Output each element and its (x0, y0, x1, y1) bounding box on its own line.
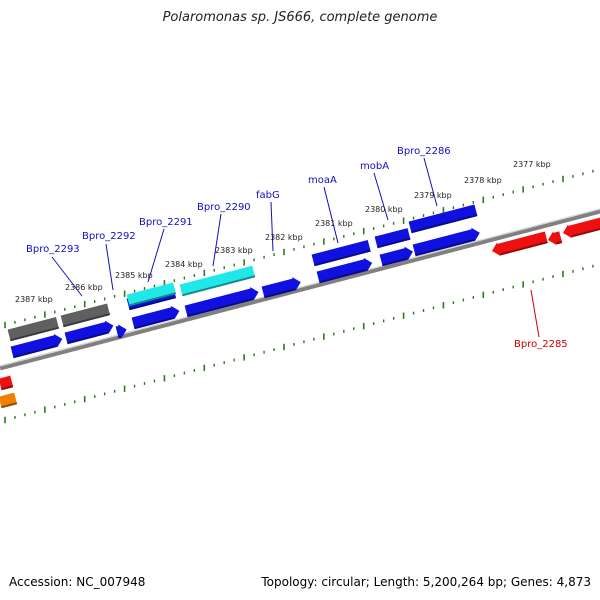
gene-feature-shade (67, 331, 109, 345)
gene-label: Bpro_2291 (139, 217, 193, 228)
gene-feature-shade (182, 275, 256, 297)
accession-text: Accession: NC_007948 (9, 575, 146, 589)
gene-feature-shade (382, 257, 408, 267)
topology-text: Topology: circular; Length: 5,200,264 bp… (261, 575, 591, 589)
gene-label: moaA (308, 175, 337, 186)
gene-feature-shade (129, 292, 177, 307)
label-leader (147, 228, 165, 283)
gene-label: Bpro_2286 (397, 146, 451, 157)
gene-feature (10, 333, 63, 358)
label-leaders (51, 157, 540, 338)
gene-feature-shade (1, 385, 14, 391)
gene-feature-shade (314, 249, 371, 267)
gene-feature (261, 277, 301, 298)
gene-feature-shade (411, 214, 478, 234)
gene-label: fabG (256, 190, 280, 201)
gene-feature (379, 246, 413, 266)
label-leader (530, 289, 540, 338)
gene-feature-shade (118, 335, 122, 339)
gene-feature-shade (187, 298, 254, 318)
tick-label: 2380 kbp (365, 205, 403, 214)
gene-feature (311, 239, 371, 266)
tick-label: 2383 kbp (215, 246, 253, 255)
gene-feature (179, 265, 255, 296)
gene-feature (60, 303, 110, 327)
gene-feature-shade (555, 241, 563, 245)
label-leader (373, 172, 389, 221)
map-title: Polaromonas sp. JS666, complete genome (162, 10, 438, 25)
tick-label: 2381 kbp (315, 219, 353, 228)
gene-feature-shade (63, 313, 111, 328)
label-leader (423, 157, 438, 207)
gene-label: Bpro_2293 (26, 244, 80, 255)
tick-label: 2387 kbp (15, 295, 53, 304)
tick-label: 2386 kbp (65, 283, 103, 292)
tick-label: 2377 kbp (513, 160, 551, 169)
gene-feature (563, 217, 600, 238)
label-leader (51, 256, 83, 297)
tick-label: 2385 kbp (115, 271, 153, 280)
backbone-highlight (0, 208, 600, 367)
gene-feature-shade (1, 402, 18, 409)
genome-backbone (0, 208, 600, 371)
label-leader (323, 186, 339, 244)
gene-features (0, 204, 600, 409)
gene-feature-shade (134, 316, 175, 330)
gene-feature (548, 231, 562, 245)
gene-feature-shade (13, 344, 58, 359)
gene-feature (7, 317, 59, 341)
tick-label: 2382 kbp (265, 233, 303, 242)
gene-feature (374, 228, 411, 248)
tick-label: 2379 kbp (414, 191, 452, 200)
gene-feature-shade (499, 241, 548, 256)
gene-feature-shade (10, 326, 60, 342)
label-leader (212, 213, 222, 267)
gene-label: Bpro_2290 (197, 202, 251, 213)
gene-feature-shade (377, 237, 411, 249)
gene-label: Bpro_2292 (82, 231, 136, 242)
gene-feature-shade (570, 227, 600, 238)
gene-label: Bpro_2285 (514, 339, 568, 350)
tick-labels: 2387 kbp 2386 kbp 2385 kbp 2384 kbp 2383 kbp… (15, 160, 551, 304)
gene-feature (131, 305, 180, 329)
tick-label: 2378 kbp (464, 176, 502, 185)
label-leader (105, 243, 114, 291)
gene-feature (64, 320, 114, 344)
outer-tick-ring (4, 169, 594, 329)
gene-feature (316, 257, 373, 283)
gene-feature (115, 324, 127, 339)
inner-tick-ring (4, 264, 594, 424)
gene-feature-shade (415, 238, 475, 257)
gene-feature (408, 204, 478, 233)
gene-label: mobA (360, 161, 389, 172)
gene-feature (412, 227, 480, 256)
gene-feature (492, 231, 548, 256)
gene-feature-shade (264, 288, 296, 299)
tick-label: 2384 kbp (165, 260, 203, 269)
gene-feature-shade (129, 296, 177, 311)
gene-feature (184, 287, 259, 317)
label-leader (270, 201, 274, 252)
gene-feature (0, 375, 14, 390)
gene-feature (126, 282, 176, 306)
gene-feature-shade (319, 268, 368, 284)
backbone-line (0, 208, 600, 371)
